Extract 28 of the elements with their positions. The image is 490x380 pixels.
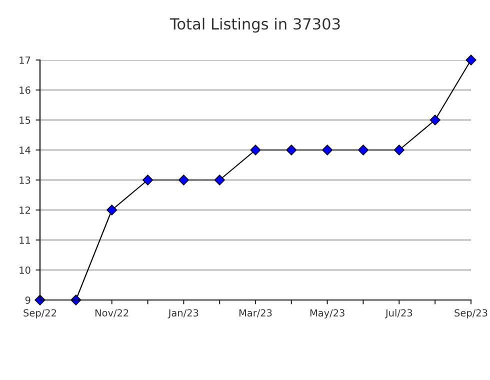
point [394, 144, 404, 156]
y-tick-label: 9 [25, 296, 30, 304]
point [142, 174, 154, 186]
point [214, 174, 225, 186]
point [106, 204, 118, 216]
x-tick-label: May/23 [310, 309, 344, 318]
point [358, 144, 369, 156]
x-tick-label: Mar/23 [239, 309, 272, 318]
point [286, 144, 297, 156]
y-tick-label: 10 [20, 266, 30, 274]
x-tick-label: Nov/22 [95, 309, 128, 318]
point [322, 144, 333, 156]
y-tick-label: 13 [20, 176, 30, 184]
y-tick-label: 17 [20, 56, 30, 64]
x-tick-label: Jan/23 [168, 309, 198, 318]
x-tick-label: Sep/22 [24, 309, 56, 318]
point [178, 174, 189, 186]
y-tick-label: 16 [20, 86, 30, 94]
y-tick-label: 12 [20, 206, 30, 214]
point [250, 144, 261, 156]
y-tick-label: 11 [20, 236, 30, 244]
point [466, 54, 476, 66]
y-tick-label: 15 [20, 116, 30, 124]
x-tick-label: Jul/23 [384, 309, 412, 318]
point [430, 114, 440, 126]
x-tick-label: Sep/23 [454, 309, 488, 318]
chart-title: Total Listings in 37303 [170, 18, 340, 33]
y-tick-label: 14 [20, 146, 30, 154]
